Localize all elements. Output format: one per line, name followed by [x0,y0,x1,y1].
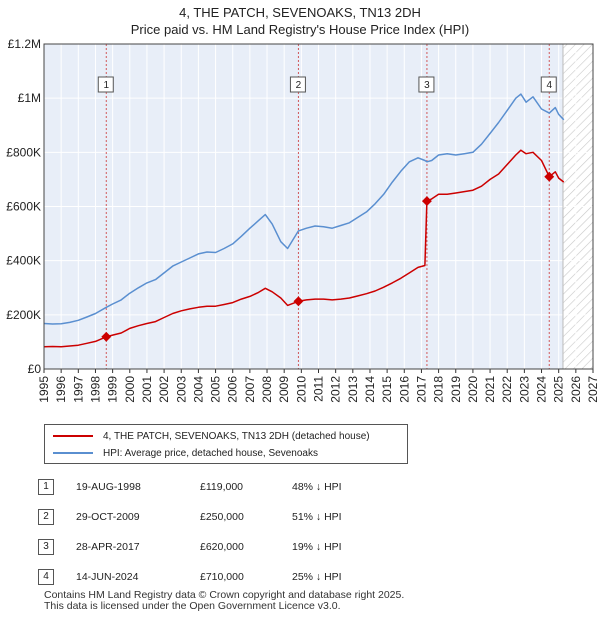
footer: Contains HM Land Registry data © Crown c… [44,590,404,612]
x-tick-label: 2002 [157,376,171,403]
y-tick-label: £600K [6,200,41,214]
transaction-price: £710,000 [200,571,244,583]
x-tick-label: 2023 [517,376,531,403]
x-tick-label: 2022 [500,376,514,403]
chart-subtitle: Price paid vs. HM Land Registry's House … [130,22,470,37]
sale-point [293,296,304,307]
x-tick-label: 1995 [37,376,51,403]
x-tick-label: 1998 [88,376,102,403]
x-tick-label: 2007 [243,376,257,403]
y-tick-label: £1.2M [8,37,41,51]
transaction-price: £250,000 [200,511,244,523]
transaction-number: 4 [38,569,54,585]
marker-label: 3 [424,80,430,91]
transaction-hpi: 48% ↓ HPI [292,481,342,493]
marker-label: 1 [103,80,109,91]
x-tick-label: 2011 [312,376,326,402]
legend-label-property: 4, THE PATCH, SEVENOAKS, TN13 2DH (detac… [103,430,370,442]
y-tick-label: £0 [28,362,42,376]
transaction-date: 29-OCT-2009 [76,511,140,523]
x-tick-label: 2027 [586,376,600,403]
x-tick-label: 1997 [71,376,85,403]
hpi-line [43,93,565,325]
x-tick-label: 2010 [294,376,308,403]
footer-copyright: Contains HM Land Registry data © Crown c… [44,589,405,601]
transaction-number: 3 [38,539,54,555]
x-tick-label: 2020 [466,376,480,403]
transaction-hpi: 25% ↓ HPI [292,571,342,583]
transactions-table: 1 19-AUG-1998 £119,000 48% ↓ HPI 2 29-OC… [38,472,342,592]
x-tick-label: 2018 [432,376,446,403]
x-tick-label: 2006 [226,376,240,403]
x-tick-label: 2013 [346,376,360,403]
x-tick-label: 2000 [123,376,137,403]
x-tick-label: 2021 [483,376,497,403]
x-tick-label: 2019 [449,376,463,403]
table-row: 1 19-AUG-1998 £119,000 48% ↓ HPI [38,472,342,502]
x-tick-label: 2004 [191,376,205,403]
sale-point [421,196,432,207]
marker-label-box [97,76,114,93]
table-row: 4 14-JUN-2024 £710,000 25% ↓ HPI [38,562,342,592]
transaction-number: 2 [38,509,54,525]
plot-border [43,43,594,370]
footer-licence: This data is licensed under the Open Gov… [44,600,341,612]
price-chart: 1995 1996 1997 1998 1999 2000 2001 2002 2003 2004… [6,37,600,403]
transaction-price: £620,000 [200,541,244,553]
transaction-date: 28-APR-2017 [76,541,140,553]
legend-swatch-hpi [53,452,93,454]
x-tick-label: 2016 [397,376,411,403]
marker-label-box [289,76,306,93]
transaction-price: £119,000 [200,481,244,493]
marker-label: 2 [296,80,302,91]
chart-title: 4, THE PATCH, SEVENOAKS, TN13 2DH [179,5,421,20]
x-tick-label: 2017 [414,376,428,403]
x-tick-label: 2015 [380,376,394,403]
x-tick-label: 2024 [535,376,549,403]
table-row: 3 28-APR-2017 £620,000 19% ↓ HPI [38,532,342,562]
transaction-date: 14-JUN-2024 [76,571,139,583]
chart-legend: 4, THE PATCH, SEVENOAKS, TN13 2DH (detac… [44,424,408,464]
property-price-line [43,149,565,348]
transaction-number: 1 [38,479,54,495]
x-tick-label: 2009 [277,376,291,403]
sale-point [544,171,555,182]
x-tick-label: 2026 [569,376,583,403]
x-tick-label: 2025 [552,376,566,403]
transaction-hpi: 51% ↓ HPI [292,511,342,523]
x-tick-label: 2012 [329,376,343,403]
table-row: 2 29-OCT-2009 £250,000 51% ↓ HPI [38,502,342,532]
marker-label-box [540,76,557,93]
y-tick-label: £1M [18,91,41,105]
legend-label-hpi: HPI: Average price, detached house, Seve… [103,447,318,459]
x-tick-label: 1999 [106,376,120,403]
transaction-hpi: 19% ↓ HPI [292,541,342,553]
x-tick-label: 2005 [209,376,223,403]
x-tick-label: 2014 [363,376,377,403]
y-tick-label: £800K [6,145,41,159]
marker-label-box [418,76,435,93]
transaction-date: 19-AUG-1998 [76,481,141,493]
y-tick-label: £200K [6,308,41,322]
legend-item-property: 4, THE PATCH, SEVENOAKS, TN13 2DH (detac… [53,429,370,443]
marker-label: 4 [546,80,552,91]
x-tick-label: 2003 [174,376,188,403]
legend-swatch-property [53,435,93,437]
x-tick-label: 2008 [260,376,274,403]
y-tick-label: £400K [6,254,41,268]
legend-item-hpi: HPI: Average price, detached house, Seve… [53,446,318,460]
x-tick-label: 2001 [140,376,154,403]
x-tick-label: 1996 [54,376,68,403]
